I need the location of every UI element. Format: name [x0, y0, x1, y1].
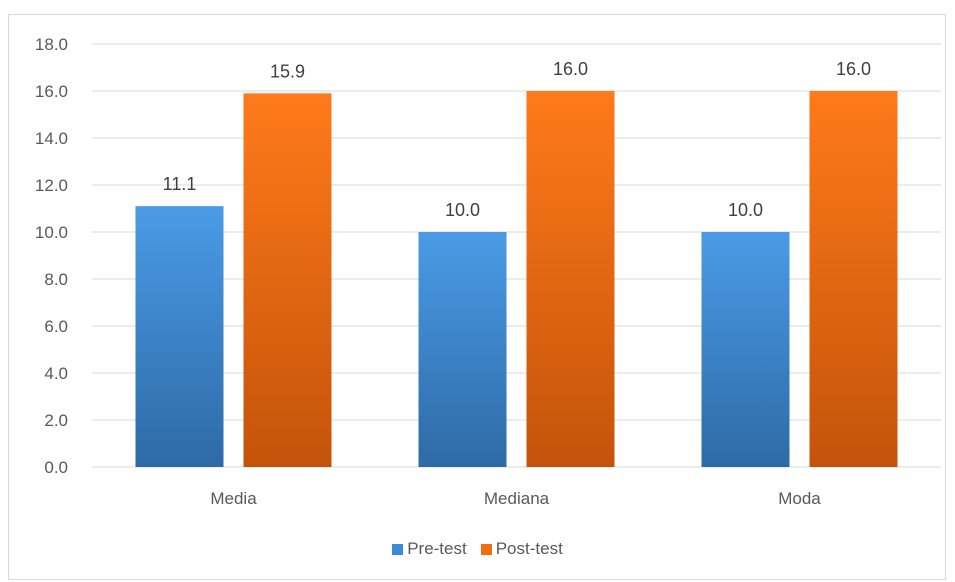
legend-swatch-pre-test	[392, 543, 404, 555]
y-tick-label: 2.0	[44, 411, 68, 430]
legend: Pre-test Post-test	[0, 539, 955, 559]
y-tick-label: 6.0	[44, 317, 68, 336]
data-label: 16.0	[836, 59, 871, 79]
legend-item-post-test: Post-test	[480, 539, 563, 559]
x-tick-label: Media	[210, 489, 257, 508]
bar-post-test-media	[243, 93, 332, 467]
legend-label-post-test: Post-test	[495, 539, 563, 558]
data-label: 16.0	[553, 59, 588, 79]
legend-swatch-post-test	[480, 543, 492, 555]
y-tick-label: 12.0	[35, 176, 68, 195]
bar-post-test-moda	[809, 91, 898, 467]
x-tick-label: Mediana	[484, 489, 550, 508]
x-tick-label: Moda	[778, 489, 821, 508]
y-tick-label: 18.0	[35, 35, 68, 54]
bar-pre-test-media	[135, 206, 224, 467]
y-tick-label: 8.0	[44, 270, 68, 289]
bar-pre-test-moda	[701, 232, 790, 467]
data-label: 15.9	[270, 61, 305, 81]
y-tick-label: 16.0	[35, 82, 68, 101]
data-label: 10.0	[728, 200, 763, 220]
y-tick-label: 4.0	[44, 364, 68, 383]
bar-pre-test-mediana	[418, 232, 507, 467]
legend-item-pre-test: Pre-test	[392, 539, 467, 559]
data-label: 10.0	[445, 200, 480, 220]
y-tick-label: 10.0	[35, 223, 68, 242]
bar-post-test-mediana	[526, 91, 615, 467]
data-label: 11.1	[163, 174, 197, 194]
y-tick-label: 0.0	[44, 458, 68, 477]
y-tick-label: 14.0	[35, 129, 68, 148]
legend-label-pre-test: Pre-test	[407, 539, 467, 558]
